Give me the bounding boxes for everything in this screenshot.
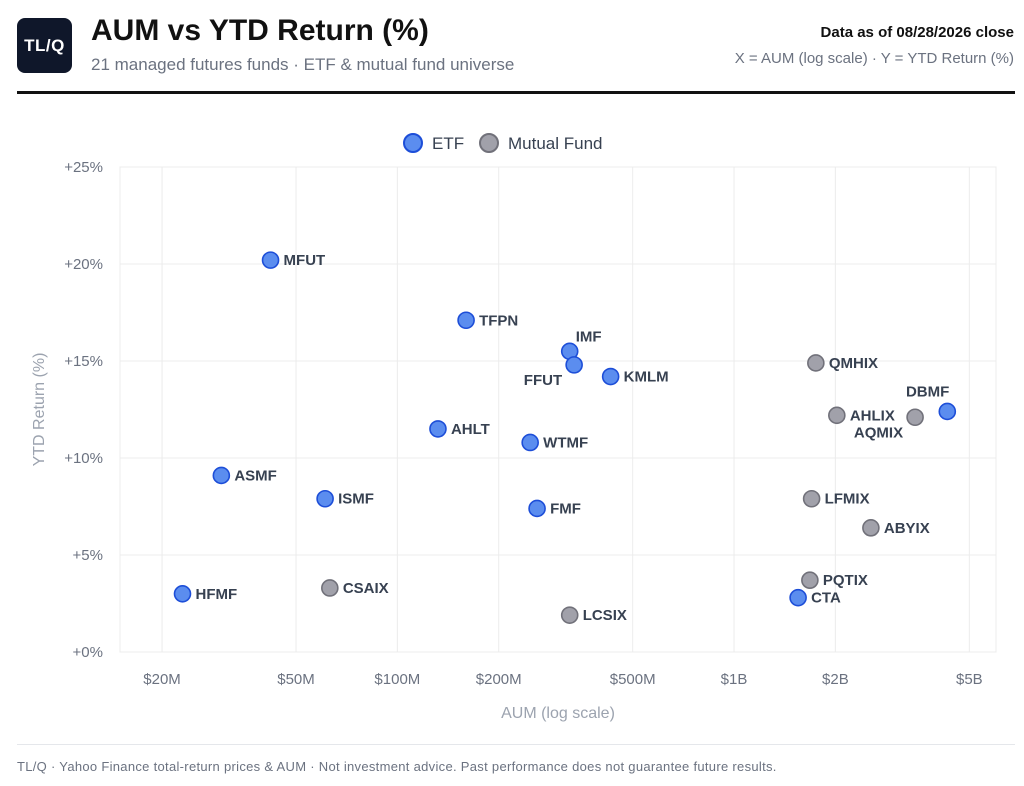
x-tick-label: $5B (956, 671, 983, 688)
footer-note: TL/Q · Yahoo Finance total-return prices… (17, 759, 777, 774)
etf-point (261, 251, 280, 269)
x-tick-label: $100M (374, 671, 420, 688)
brand-logo: TL/Q (17, 18, 72, 73)
legend-label: ETF (432, 134, 464, 153)
etf-point (521, 433, 539, 452)
point-label: FFUT (524, 372, 562, 389)
legend-marker (479, 133, 499, 153)
etf-point (316, 489, 334, 508)
footer-divider (17, 744, 1015, 745)
y-tick-label: +15% (64, 353, 103, 370)
mutual-fund-point (801, 571, 819, 590)
mutual-fund-point (802, 489, 821, 508)
point-label: ISMF (338, 491, 374, 508)
etf-point (528, 499, 546, 518)
point-label: HFMF (195, 586, 237, 603)
point-label: KMLM (624, 369, 669, 386)
point-label: FMF (550, 500, 581, 517)
x-tick-label: $50M (277, 671, 315, 688)
etf-point (938, 402, 957, 421)
etf-point (429, 420, 447, 438)
point-label: CTA (811, 590, 841, 607)
point-label: DBMF (906, 383, 949, 400)
mutual-fund-point (828, 406, 846, 425)
y-tick-label: +25% (64, 159, 103, 176)
y-tick-label: +20% (64, 256, 103, 273)
mutual-fund-point (862, 519, 880, 537)
y-tick-label: +10% (64, 450, 103, 467)
mutual-fund-point (560, 606, 579, 624)
etf-point (173, 584, 192, 603)
x-tick-label: $200M (476, 671, 522, 688)
axes-note: X = AUM (log scale) · Y = YTD Return (%) (734, 50, 1014, 67)
point-label: LFMIX (825, 491, 870, 508)
legend-marker (403, 133, 423, 153)
as-of-date: Data as of 08/28/2026 close (820, 24, 1014, 41)
point-label: MFUT (284, 252, 326, 269)
point-label: AHLIX (850, 407, 895, 424)
x-tick-label: $1B (721, 671, 748, 688)
chart-title: AUM vs YTD Return (%) (91, 14, 429, 47)
chart-header: TL/Q AUM vs YTD Return (%) 21 managed fu… (0, 0, 1024, 94)
point-label: QMHIX (829, 355, 878, 372)
mutual-fund-point (807, 354, 825, 372)
etf-point (789, 588, 807, 607)
mutual-fund-point (321, 579, 339, 597)
x-axis-title: AUM (log scale) (501, 705, 615, 722)
x-tick-label: $20M (143, 671, 181, 688)
point-label: ABYIX (884, 520, 930, 537)
mutual-fund-point (906, 408, 924, 427)
point-label: PQTIX (823, 572, 868, 589)
point-label: TFPN (479, 312, 518, 329)
point-label: ASMF (234, 467, 277, 484)
scatter-chart: +0% +5% +10% +15% +20% +25% $20M $50M $100M $200M… (31, 133, 997, 722)
y-tick-label: +0% (73, 644, 103, 661)
point-label: LCSIX (583, 607, 627, 624)
etf-point (457, 311, 475, 330)
chart-subtitle: 21 managed futures funds · ETF & mutual … (91, 55, 515, 74)
point-label: AHLT (451, 421, 490, 438)
header-divider (17, 91, 1015, 94)
point-label: AQMIX (854, 424, 903, 441)
x-tick-label: $2B (822, 671, 849, 688)
x-tick-label: $500M (610, 671, 656, 688)
y-axis-title: YTD Return (%) (31, 353, 48, 467)
point-label: CSAIX (343, 580, 389, 597)
point-label: IMF (576, 328, 602, 345)
etf-point (212, 466, 231, 485)
etf-point (565, 356, 583, 374)
legend-label: Mutual Fund (508, 134, 603, 153)
y-tick-label: +5% (73, 547, 103, 564)
etf-point (601, 367, 620, 386)
point-label: WTMF (543, 434, 588, 451)
